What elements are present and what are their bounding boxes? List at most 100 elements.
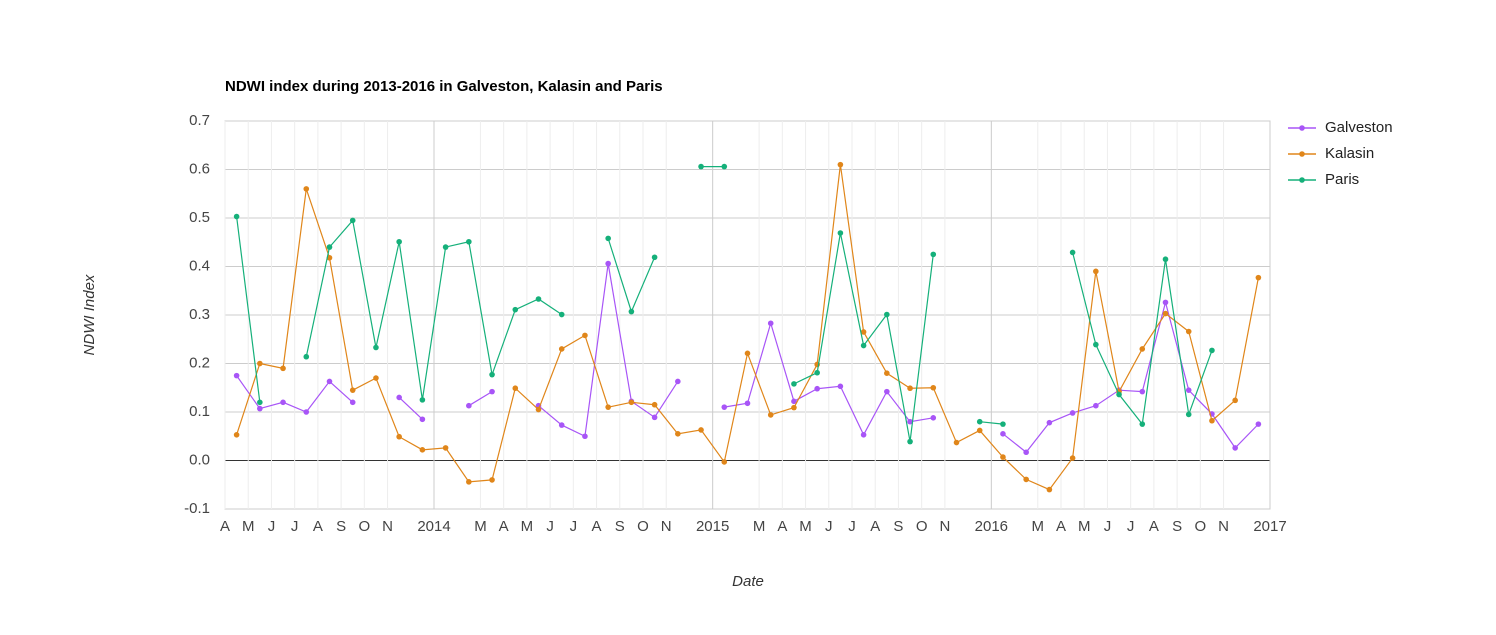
x-tick-label: M [1032,518,1045,535]
legend-label: Paris [1325,171,1359,188]
x-tick-label: 2015 [696,518,729,535]
x-tick-label: N [939,518,950,535]
data-point [1162,299,1169,306]
data-point [1255,274,1262,281]
data-point [1046,419,1053,426]
x-tick-label: S [893,518,903,535]
x-tick-label: 2014 [417,518,450,535]
x-tick-label: O [358,518,370,535]
x-tick-label: J [291,518,299,535]
data-point [558,311,565,318]
x-tick-label: N [661,518,672,535]
data-point [373,375,379,381]
data-point [814,385,820,392]
x-tick-label: M [242,518,255,535]
x-tick-label: A [313,518,323,535]
data-point [1046,486,1053,493]
data-point [349,387,356,393]
data-point [280,365,286,372]
y-axis-label: NDWI Index [81,274,98,355]
data-point [907,438,913,445]
x-tick-label: M [474,518,487,535]
data-point [257,360,263,367]
data-point [1209,347,1215,354]
data-point [675,378,681,385]
data-point [605,260,611,267]
x-tick-label: A [592,518,602,535]
data-point [442,244,449,250]
data-point [1093,341,1099,348]
data-point [930,415,937,421]
data-point [744,400,751,407]
data-point [1162,256,1169,263]
data-point [721,404,728,410]
data-point [1116,391,1122,398]
x-axis-label: Date [732,573,764,590]
data-point [628,399,635,406]
data-point [535,296,542,302]
x-tick-label: J [848,518,856,535]
x-tick-label: O [916,518,928,535]
x-tick-label: A [1149,518,1159,535]
data-point [675,431,681,437]
data-point [466,402,472,409]
x-tick-label: J [268,518,276,535]
y-tick-label: 0.1 [189,403,210,420]
data-point [837,161,844,168]
data-point [860,431,867,438]
data-point [884,311,890,318]
data-point [837,230,844,236]
data-point [233,213,240,220]
x-tick-label: A [777,518,787,535]
data-point [535,406,542,413]
data-point [767,320,774,327]
y-tick-label: 0.5 [189,209,210,226]
data-point [303,186,310,192]
data-point [1185,328,1192,335]
x-tick-label: J [570,518,578,535]
y-tick-label: 0.3 [189,306,210,323]
data-point [1139,388,1146,395]
x-tick-label: M [521,518,534,535]
data-point [721,163,728,170]
chart-title: NDWI index during 2013-2016 in Galveston… [225,78,663,95]
data-point [1139,346,1146,352]
series-line [236,165,1213,442]
data-point [280,399,286,406]
x-tick-label: A [220,518,230,535]
data-point [419,447,426,453]
data-point [489,477,495,483]
data-point [1000,454,1006,460]
data-point [860,342,867,349]
data-point [791,381,797,387]
data-point [1000,431,1006,437]
data-point [419,397,426,403]
x-tick-label: M [1078,518,1091,535]
data-point [814,369,820,376]
data-point [303,409,310,415]
data-point [1255,421,1262,427]
data-point [1069,455,1076,461]
data-point [1185,411,1192,418]
data-point [233,431,240,438]
data-point [1185,387,1192,393]
series-line [236,164,1259,491]
data-point [953,439,960,446]
data-point [489,388,495,395]
data-point [396,433,402,440]
y-tick-label: 0.7 [189,112,210,129]
data-point [1000,421,1006,427]
x-tick-label: S [1172,518,1182,535]
data-point [1232,445,1238,451]
data-point [396,394,402,401]
data-point [1209,417,1215,424]
data-point [651,254,658,261]
data-point [489,371,495,378]
data-point [976,427,983,434]
x-tick-label: 2016 [975,518,1008,535]
data-point [698,427,704,433]
x-tick-label: M [753,518,766,535]
x-tick-label: J [546,518,554,535]
x-tick-label: M [799,518,812,535]
